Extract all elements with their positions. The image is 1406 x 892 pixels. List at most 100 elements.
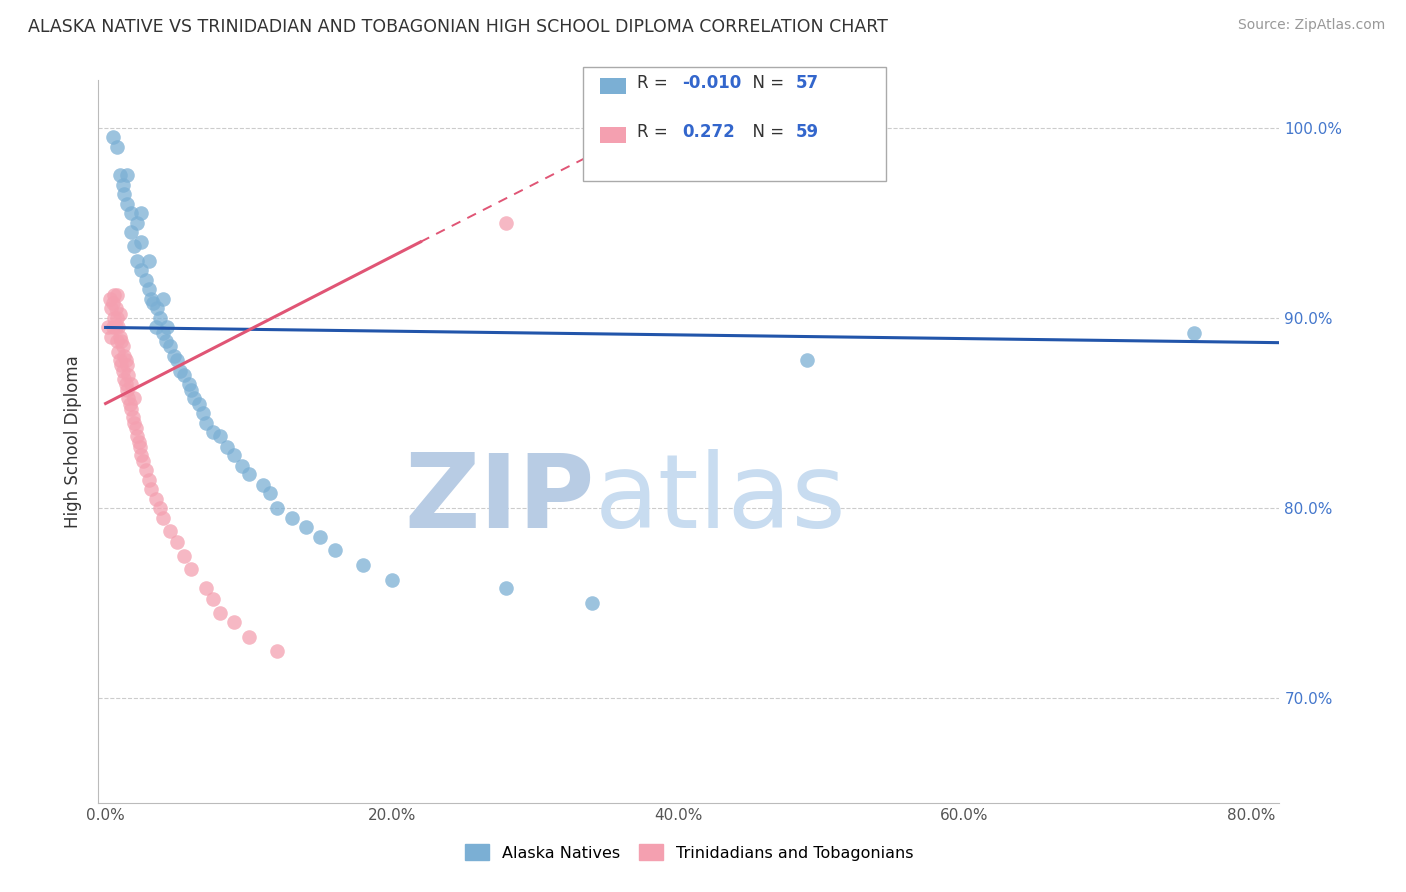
Point	[149, 501, 172, 516]
Text: N =: N =	[742, 74, 790, 92]
Text: atlas: atlas	[595, 449, 846, 549]
Point	[121, 409, 143, 424]
Text: R =: R =	[637, 123, 673, 141]
Point	[131, 235, 153, 249]
Point	[183, 391, 205, 405]
Point	[166, 535, 188, 549]
Point	[141, 482, 163, 496]
Point	[120, 402, 142, 417]
Point	[100, 301, 122, 316]
Point	[159, 524, 181, 538]
Point	[125, 253, 148, 268]
Point	[173, 549, 195, 563]
Point	[131, 448, 153, 462]
Point	[138, 473, 160, 487]
Text: ZIP: ZIP	[404, 449, 595, 549]
Point	[104, 301, 127, 316]
Point	[107, 320, 129, 334]
Point	[105, 288, 128, 302]
Point	[217, 440, 239, 454]
Point	[115, 383, 138, 397]
Point	[129, 440, 152, 454]
Point	[145, 320, 167, 334]
Text: -0.010: -0.010	[682, 74, 741, 92]
Point	[112, 187, 135, 202]
Point	[120, 377, 142, 392]
Point	[120, 206, 142, 220]
Point	[259, 486, 281, 500]
Point	[111, 339, 134, 353]
Point	[120, 226, 142, 240]
Point	[238, 631, 260, 645]
Point	[122, 238, 145, 252]
Point	[1182, 326, 1205, 340]
Point	[115, 197, 138, 211]
Point	[381, 574, 404, 588]
Point	[110, 359, 132, 373]
Point	[105, 140, 128, 154]
Point	[131, 206, 153, 220]
Point	[155, 334, 177, 348]
Point	[138, 282, 160, 296]
Point	[112, 349, 135, 363]
Point	[280, 510, 302, 524]
Point	[138, 253, 160, 268]
Point	[141, 292, 163, 306]
Text: N =: N =	[742, 123, 790, 141]
Point	[266, 501, 288, 516]
Point	[266, 643, 288, 657]
Point	[152, 292, 174, 306]
Point	[100, 330, 122, 344]
Point	[132, 453, 155, 467]
Point	[173, 368, 195, 382]
Text: 0.272: 0.272	[682, 123, 735, 141]
Point	[146, 301, 169, 316]
Point	[177, 377, 200, 392]
Point	[149, 310, 172, 325]
Point	[118, 396, 141, 410]
Point	[180, 383, 202, 397]
Y-axis label: High School Diploma: High School Diploma	[65, 355, 83, 528]
Text: 59: 59	[796, 123, 818, 141]
Point	[105, 334, 128, 348]
Point	[224, 615, 246, 629]
Point	[103, 288, 125, 302]
Point	[97, 320, 120, 334]
Point	[194, 581, 217, 595]
Point	[495, 581, 517, 595]
Point	[117, 391, 139, 405]
Point	[128, 434, 150, 449]
Point	[156, 320, 179, 334]
Point	[209, 429, 232, 443]
Point	[104, 320, 127, 334]
Point	[152, 510, 174, 524]
Point	[169, 364, 191, 378]
Point	[238, 467, 260, 481]
Point	[194, 416, 217, 430]
Point	[145, 491, 167, 506]
Legend: Alaska Natives, Trinidadians and Tobagonians: Alaska Natives, Trinidadians and Tobagon…	[458, 838, 920, 867]
Point	[295, 520, 318, 534]
Point	[187, 396, 209, 410]
Point	[112, 372, 135, 386]
Point	[252, 478, 274, 492]
Point	[108, 352, 131, 367]
Point	[131, 263, 153, 277]
Point	[108, 169, 131, 183]
Point	[224, 448, 246, 462]
Point	[108, 330, 131, 344]
Point	[180, 562, 202, 576]
Point	[101, 295, 124, 310]
Point	[125, 216, 148, 230]
Point	[124, 421, 146, 435]
Text: R =: R =	[637, 74, 673, 92]
Point	[98, 292, 121, 306]
Point	[111, 364, 134, 378]
Point	[201, 425, 224, 439]
Point	[101, 130, 124, 145]
Point	[159, 339, 181, 353]
Text: Source: ZipAtlas.com: Source: ZipAtlas.com	[1237, 18, 1385, 32]
Point	[142, 295, 165, 310]
Point	[191, 406, 214, 420]
Point	[101, 320, 124, 334]
